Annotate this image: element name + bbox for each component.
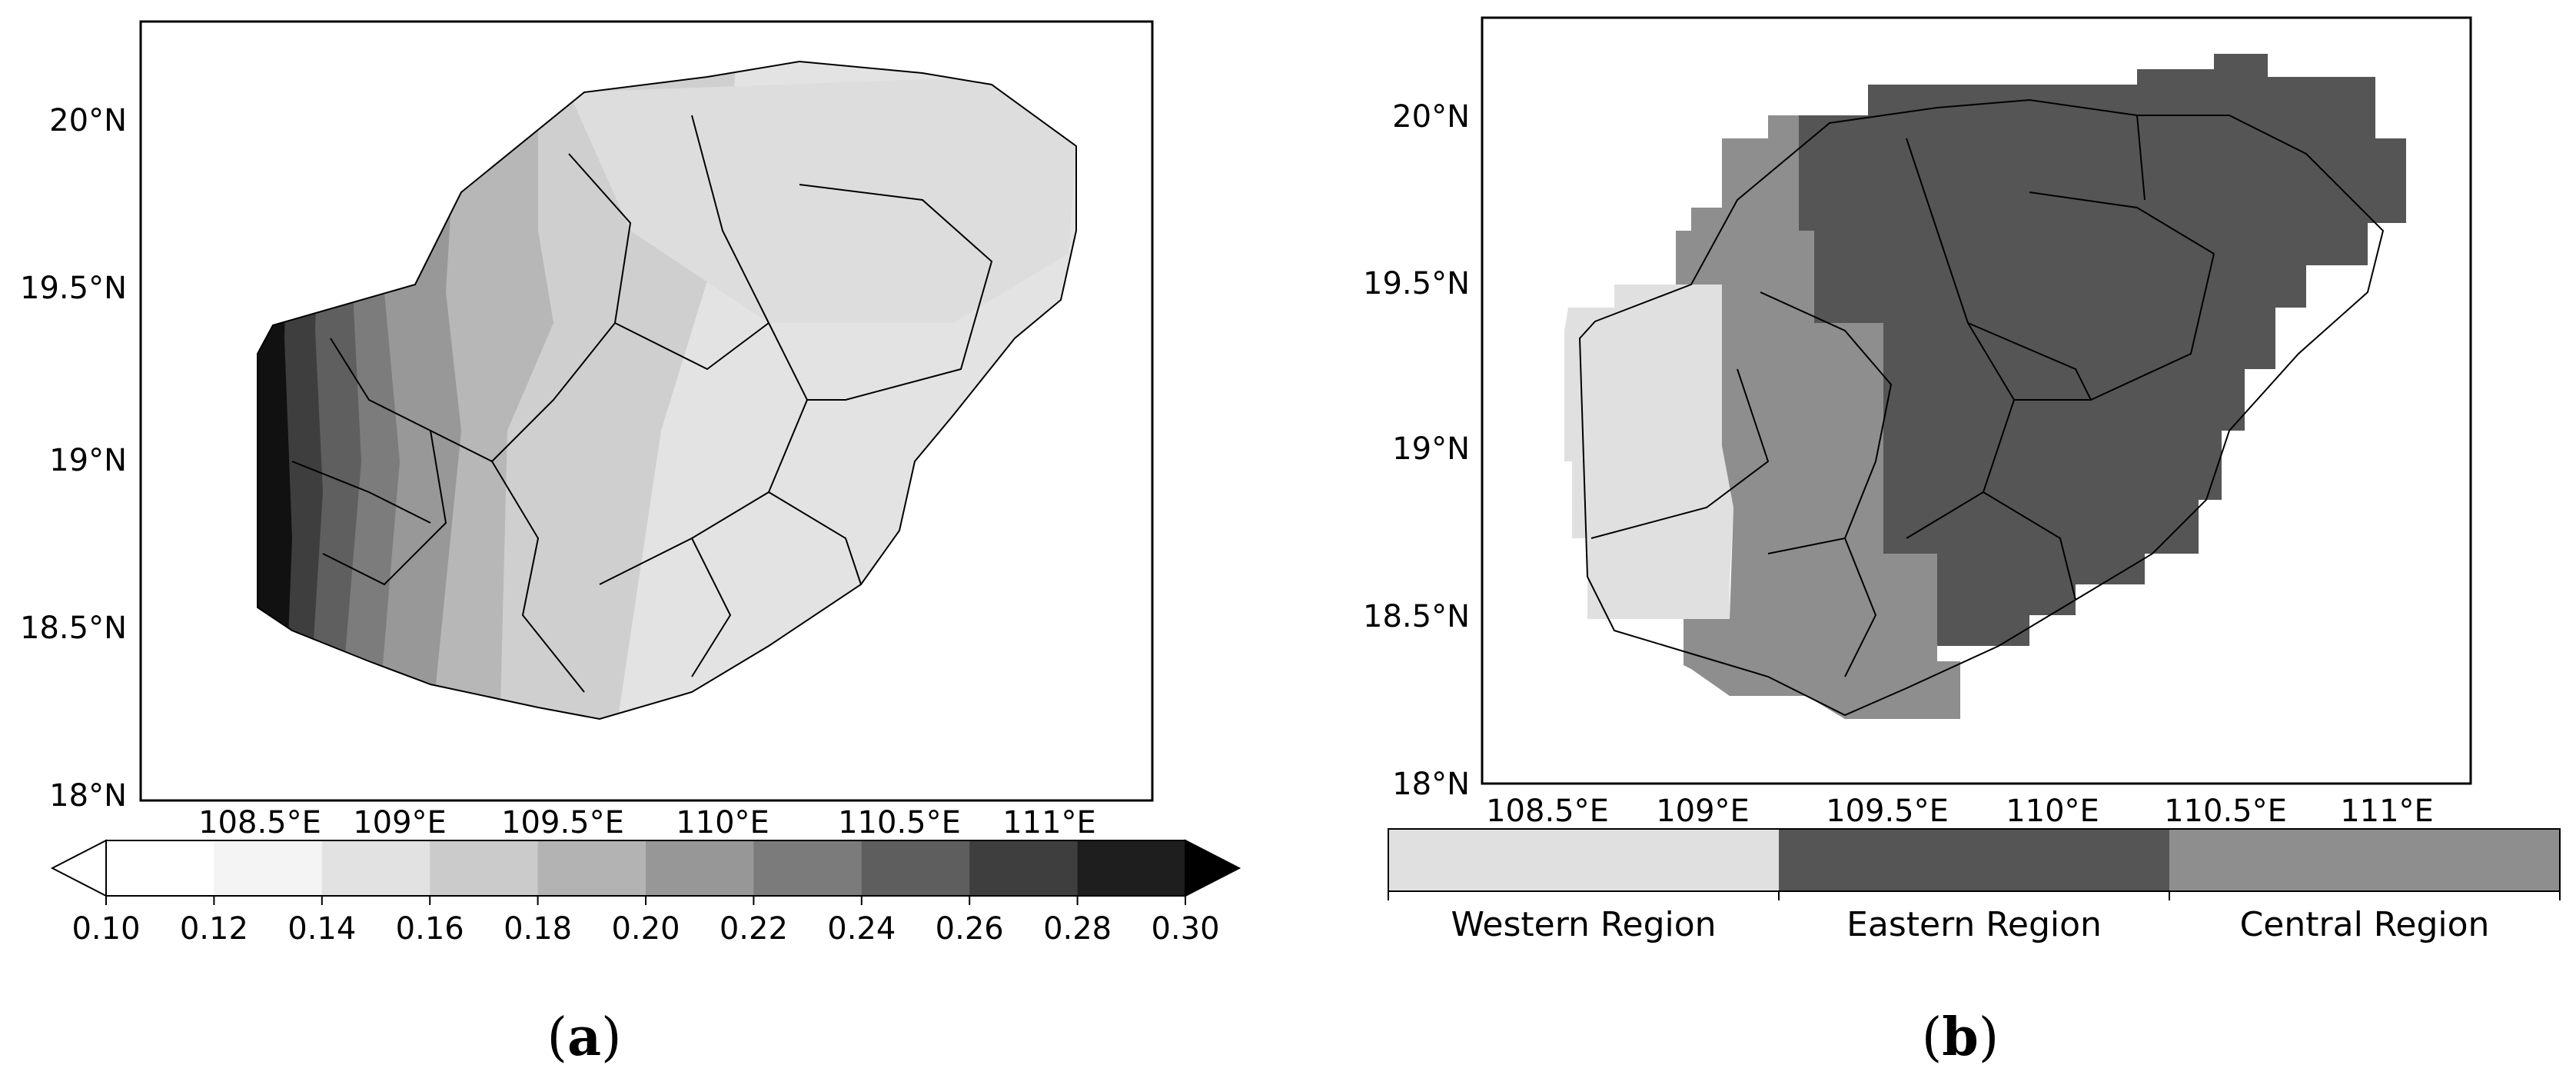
panel-a-lon-tick-108-5: 108.5°E [198, 805, 321, 840]
panel-b-lon-tick-109: 109°E [1656, 794, 1750, 829]
panel-b-lat-tick-19: 19°N [1392, 431, 1470, 467]
panel-a-lon-tick-111: 111°E [1002, 805, 1096, 840]
colorbar-band [430, 840, 539, 896]
panel-b-lon-tick-110-5: 110.5°E [2164, 794, 2287, 829]
colorbar-band [1077, 840, 1186, 896]
colorbar-band [106, 840, 214, 896]
colorbar-tick-label: 0.18 [504, 911, 572, 947]
panel-a-lon-tick-110: 110°E [676, 805, 769, 840]
panel-b-label-letter: b [1942, 1007, 1979, 1068]
panel-a-colorbar [50, 839, 1241, 897]
panel-b-lat-tick-18-5: 18.5°N [1363, 599, 1470, 634]
panel-a-lat-tick-18: 18°N [49, 778, 127, 814]
legend-swatch [2169, 829, 2560, 891]
legend-label: Western Region [1451, 905, 1716, 944]
panel-a-colorbar-ticks: 0.10 0.12 0.14 0.16 0.18 0.20 0.22 0.24 0.26 0.28… [71, 896, 1220, 947]
colorbar-tick-label: 0.14 [288, 911, 356, 947]
panel-a-label-letter: a [567, 1007, 601, 1068]
panel-a-lat-tick-20: 20°N [49, 103, 127, 138]
panel-b-lon-tick-111: 111°E [2340, 794, 2434, 829]
panel-b: 20°N 19.5°N 19°N 18.5°N 18°N 108.5°E 109… [1363, 16, 2561, 1068]
panel-b-central-region [1676, 115, 1960, 719]
colorbar-band [537, 840, 646, 896]
colorbar-band [321, 840, 430, 896]
panel-b-lon-tick-108-5: 108.5°E [1486, 794, 1609, 829]
colorbar-band [861, 840, 970, 896]
panel-b-label: (b) [1922, 1007, 1999, 1068]
panel-a: 20°N 19.5°N 19°N 18.5°N 18°N 108.5°E 109… [20, 20, 1241, 1068]
colorbar-extend-high [1185, 839, 1241, 897]
legend-label: Central Region [2240, 905, 2490, 944]
panel-a-label-close: ) [601, 1007, 622, 1068]
panel-b-label-close: ) [1979, 1007, 1999, 1068]
colorbar-tick-label: 0.24 [827, 911, 896, 947]
panel-a-lat-tick-18-5: 18.5°N [20, 611, 127, 646]
panel-a-lon-tick-109: 109°E [353, 805, 447, 840]
legend-border [1388, 828, 2561, 892]
colorbar-tick-label: 0.26 [936, 911, 1004, 947]
colorbar-tick-label: 0.12 [180, 911, 248, 947]
colorbar-tick-label: 0.28 [1043, 911, 1112, 947]
panel-b-lat-tick-19-5: 19.5°N [1363, 266, 1470, 301]
panel-b-lon-tick-109-5: 109.5°E [1826, 794, 1949, 829]
colorbar-tick-label: 0.10 [71, 911, 140, 947]
panel-a-lat-tick-19-5: 19.5°N [20, 271, 127, 306]
colorbar-tick-label: 0.16 [396, 911, 464, 947]
panel-b-legend: Western Region Eastern Region Central Regi… [1388, 828, 2561, 944]
legend-swatch [1779, 829, 2169, 891]
panel-b-lat-tick-18: 18°N [1392, 767, 1470, 802]
panel-b-island-boundaries [1578, 98, 2385, 717]
colorbar-band [646, 840, 754, 896]
colorbar-band [969, 840, 1079, 896]
panel-a-lat-tick-19: 19°N [49, 443, 127, 478]
legend-swatch [1388, 829, 1779, 891]
colorbar-tick-label: 0.20 [611, 911, 680, 947]
panel-b-western-region [1564, 285, 1733, 619]
colorbar-tick-label: 0.22 [720, 911, 788, 947]
panel-b-label-open: ( [1922, 1007, 1943, 1068]
panel-a-island-boundaries [257, 60, 1077, 721]
panel-a-label: (a) [547, 1007, 621, 1068]
colorbar-band [214, 840, 323, 896]
colorbar-band [753, 840, 863, 896]
panel-a-lon-tick-109-5: 109.5°E [501, 805, 624, 840]
panel-b-lat-tick-20: 20°N [1392, 99, 1470, 135]
panel-a-lon-tick-110-5: 110.5°E [838, 805, 961, 840]
panel-b-lon-tick-110: 110°E [2006, 794, 2099, 829]
colorbar-tick-label: 0.30 [1151, 911, 1219, 947]
panel-a-label-open: ( [547, 1007, 567, 1068]
colorbar-extend-low [50, 839, 107, 897]
panel-b-eastern-region [1799, 54, 2406, 646]
legend-label: Eastern Region [1846, 905, 2102, 944]
